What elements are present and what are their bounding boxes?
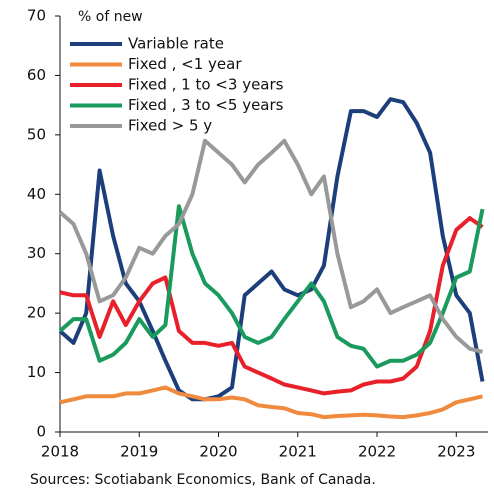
source-note: Sources: Scotiabank Economics, Bank of C… <box>30 472 376 488</box>
y-tick-label: 30 <box>27 244 46 262</box>
x-tick-label: 2023 <box>437 443 475 461</box>
y-tick-label: 0 <box>36 423 46 441</box>
legend-label: Fixed > 5 y <box>128 117 212 135</box>
series-line <box>59 385 483 420</box>
legend-label: Variable rate <box>128 35 224 53</box>
series-line <box>58 204 485 369</box>
y-tick-label: 70 <box>27 7 46 25</box>
x-tick-label: 2022 <box>358 443 396 461</box>
legend-label: Fixed , 1 to <3 years <box>128 76 284 94</box>
x-tick-label: 2018 <box>41 443 79 461</box>
legend-label: Fixed , 3 to <5 years <box>128 96 284 114</box>
y-tick-label: 50 <box>27 125 46 143</box>
y-axis-label: % of new <box>78 9 143 25</box>
x-tick-label: 2021 <box>279 443 317 461</box>
y-tick-label: 40 <box>27 185 46 203</box>
x-tick-label: 2019 <box>120 443 158 461</box>
series-line <box>58 97 485 402</box>
x-tick-label: 2020 <box>199 443 237 461</box>
series-line <box>59 216 484 396</box>
legend-label: Fixed , <1 year <box>128 55 242 73</box>
y-tick-label: 20 <box>27 304 46 322</box>
y-tick-label: 60 <box>27 66 46 84</box>
series-line <box>58 138 483 354</box>
y-tick-label: 10 <box>27 363 46 381</box>
